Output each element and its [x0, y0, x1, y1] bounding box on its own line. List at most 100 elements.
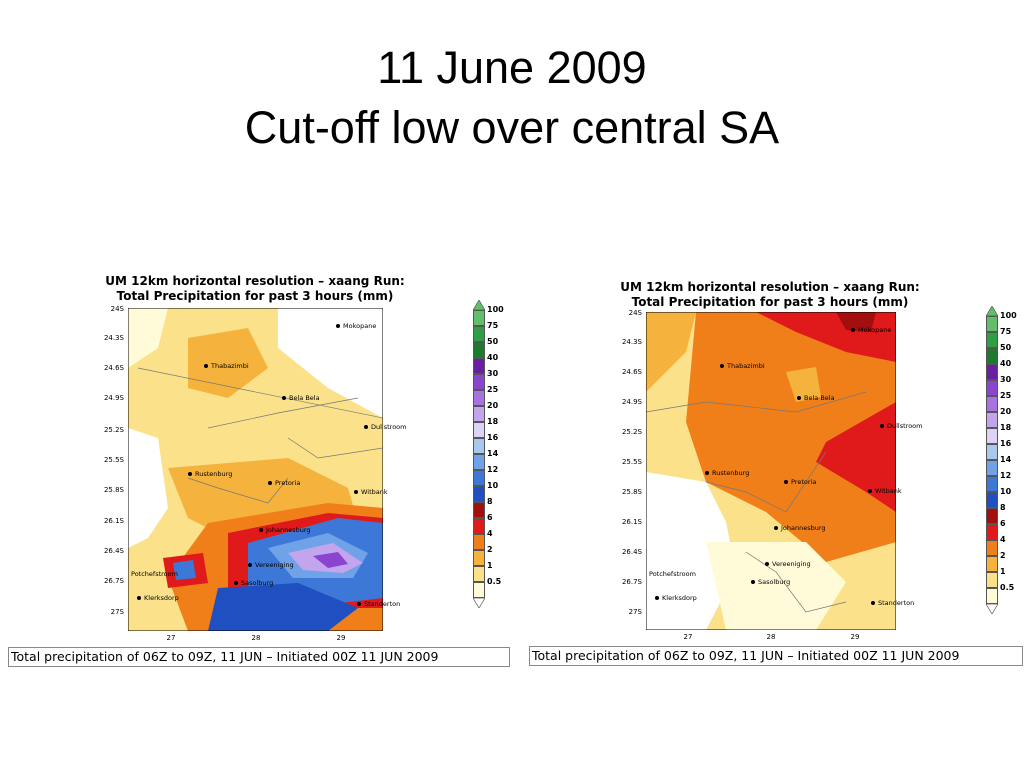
lat-label: 25.5S [621, 458, 642, 466]
lat-label: 26.4S [103, 547, 124, 555]
legend-level-label: 12 [1000, 471, 1012, 480]
right-header-line1: UM 12km horizontal resolution – xaang Ru… [620, 280, 920, 294]
legend-swatch [986, 588, 998, 604]
town-marker-icon [137, 596, 141, 600]
legend-level-label: 1 [487, 561, 493, 570]
lat-label: 24.9S [103, 394, 124, 402]
legend-swatch [986, 460, 998, 476]
legend-swatch [473, 582, 485, 598]
town-marker-icon [720, 364, 724, 368]
lat-label: 26.4S [621, 548, 642, 556]
town-marker-icon [655, 596, 659, 600]
legend-level-label: 6 [1000, 519, 1006, 528]
lon-label: 27 [166, 634, 176, 642]
town-marker-icon [354, 490, 358, 494]
legend-swatch [473, 406, 485, 422]
slide-title-line2: Cut-off low over central SA [244, 102, 780, 153]
right-town-standerton: Standerton [871, 599, 914, 607]
slide-title: 11 June 2009 Cut-off low over central SA [0, 38, 1024, 158]
legend-level-label: 40 [487, 353, 499, 362]
right-colorbar-legend: 100 75 50 40 30 25 20 18 16 14 12 10 8 6 4 2 1 0.5 [986, 304, 1022, 614]
legend-swatch [473, 342, 485, 358]
right-town-potchefstroom: Potchefstroom [649, 570, 696, 578]
town-marker-icon [188, 472, 192, 476]
legend-level-label: 4 [487, 529, 493, 538]
right-town-vereeniging: Vereeniging [765, 560, 811, 568]
legend-level-label: 16 [1000, 439, 1012, 448]
right-header-line2: Total Precipitation for past 3 hours (mm… [631, 295, 909, 309]
legend-swatch [986, 380, 998, 396]
town-marker-icon [234, 581, 238, 585]
right-town-rustenburg: Rustenburg [705, 469, 749, 477]
legend-level-label: 20 [1000, 407, 1012, 416]
legend-level-label: 0.5 [1000, 583, 1015, 592]
lat-label: 24.9S [621, 398, 642, 406]
legend-level-label: 8 [1000, 503, 1006, 512]
town-marker-icon [336, 324, 340, 328]
right-panel-header: UM 12km horizontal resolution – xaang Ru… [520, 280, 1020, 310]
town-marker-icon [784, 480, 788, 484]
legend-level-label: 18 [487, 417, 499, 426]
town-marker-icon [259, 528, 263, 532]
left-precip-map: Mokopane Thabazimbi Bela Bela Dullstroom… [128, 308, 407, 631]
lat-label: 27S [110, 608, 124, 616]
legend-level-label: 25 [1000, 391, 1012, 400]
legend-level-label: 10 [487, 481, 499, 490]
legend-swatch [473, 326, 485, 342]
legend-swatch [473, 550, 485, 566]
legend-level-label: 50 [487, 337, 499, 346]
right-town-thabazimbi: Thabazimbi [720, 362, 765, 370]
legend-swatch [473, 534, 485, 550]
legend-level-label: 100 [487, 305, 504, 314]
left-town-vereeniging: Vereeniging [248, 561, 294, 569]
legend-level-label: 30 [1000, 375, 1012, 384]
lat-label: 26.7S [621, 578, 642, 586]
town-marker-icon [851, 328, 855, 332]
left-town-belabela: Bela Bela [282, 394, 320, 402]
right-town-dullstroom: Dullstroom [880, 422, 923, 430]
slide-title-line1: 11 June 2009 [377, 42, 647, 93]
left-town-witbank: Witbank [354, 488, 388, 496]
left-town-mokopane: Mokopane [336, 322, 376, 330]
legend-swatch [473, 310, 485, 326]
legend-swatch [473, 518, 485, 534]
town-marker-icon [868, 489, 872, 493]
lat-label: 24S [628, 309, 642, 317]
legend-swatch [986, 524, 998, 540]
left-town-thabazimbi: Thabazimbi [204, 362, 249, 370]
left-panel: UM 12km horizontal resolution – xaang Ru… [0, 268, 520, 668]
left-town-johannesburg: Johannesburg [259, 526, 311, 534]
legend-swatch [986, 556, 998, 572]
legend-swatch [473, 566, 485, 582]
left-header-line2: Total Precipitation for past 3 hours (mm… [116, 289, 394, 303]
legend-level-label: 25 [487, 385, 499, 394]
legend-swatch [986, 316, 998, 332]
legend-swatch [473, 470, 485, 486]
legend-level-label: 50 [1000, 343, 1012, 352]
right-town-johannesburg: Johannesburg [774, 524, 826, 532]
lon-label: 27 [683, 633, 693, 641]
legend-swatch [473, 390, 485, 406]
legend-level-label: 6 [487, 513, 493, 522]
right-precip-map: Mokopane Thabazimbi Bela Bela Dullstroom… [646, 312, 923, 630]
right-town-sasolburg: Sasolburg [751, 578, 790, 586]
lat-label: 27S [628, 608, 642, 616]
town-marker-icon [268, 481, 272, 485]
lat-label: 25.2S [621, 428, 642, 436]
legend-level-label: 2 [1000, 551, 1006, 560]
left-caption: Total precipitation of 06Z to 09Z, 11 JU… [8, 647, 510, 667]
lat-label: 24.3S [103, 334, 124, 342]
right-map-svg [646, 312, 896, 630]
right-panel: UM 12km horizontal resolution – xaang Ru… [520, 268, 1024, 668]
right-caption: Total precipitation of 06Z to 09Z, 11 JU… [529, 646, 1023, 666]
lat-label: 25.2S [103, 426, 124, 434]
legend-swatch [986, 572, 998, 588]
legend-swatch [986, 428, 998, 444]
lon-label: 28 [766, 633, 776, 641]
town-marker-icon [357, 602, 361, 606]
legend-swatch [473, 502, 485, 518]
right-town-mokopane: Mokopane [851, 326, 891, 334]
legend-level-label: 10 [1000, 487, 1012, 496]
legend-swatch [986, 508, 998, 524]
town-marker-icon [751, 580, 755, 584]
